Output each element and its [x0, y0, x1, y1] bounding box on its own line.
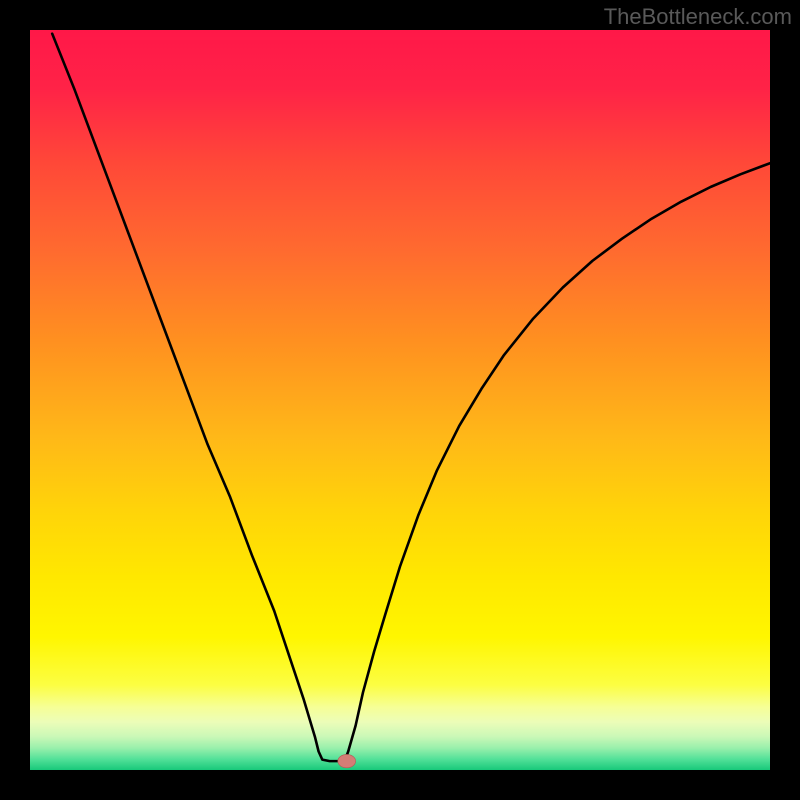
chart-background	[30, 30, 770, 770]
bottleneck-chart	[30, 30, 770, 770]
watermark-text: TheBottleneck.com	[604, 4, 792, 30]
optimum-marker	[338, 754, 356, 767]
plot-area	[30, 30, 770, 770]
chart-frame: TheBottleneck.com	[0, 0, 800, 800]
